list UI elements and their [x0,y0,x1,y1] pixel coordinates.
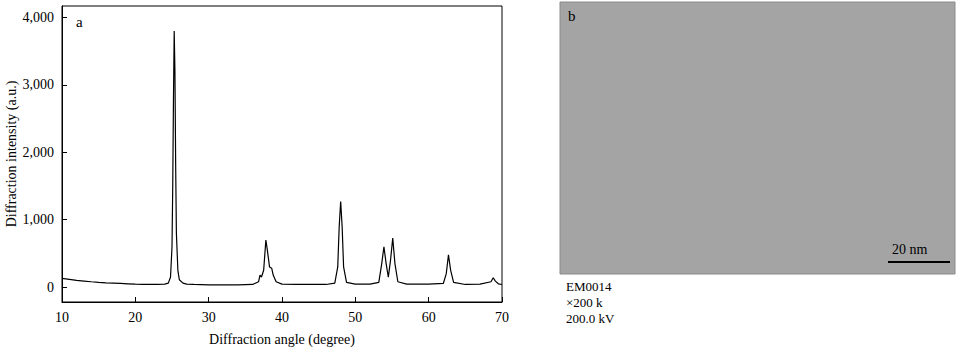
svg-text:4,000: 4,000 [23,10,55,25]
svg-text:3,000: 3,000 [23,77,55,92]
svg-text:b: b [568,8,576,24]
svg-text:Diffraction angle (degree): Diffraction angle (degree) [209,332,355,348]
svg-text:1,000: 1,000 [23,212,55,227]
svg-text:Diffraction intensity (a.u.): Diffraction intensity (a.u.) [4,80,20,227]
svg-text:0: 0 [47,280,54,295]
svg-text:×200 k: ×200 k [566,295,603,310]
svg-text:50: 50 [348,310,362,325]
svg-text:40: 40 [275,310,289,325]
svg-text:2,000: 2,000 [23,145,55,160]
svg-text:30: 30 [202,310,216,325]
svg-text:200.0 kV: 200.0 kV [566,311,615,326]
svg-text:a: a [76,14,83,30]
svg-text:20 nm: 20 nm [892,242,928,257]
svg-text:60: 60 [422,310,436,325]
svg-text:EM0014: EM0014 [566,279,612,294]
svg-text:10: 10 [55,310,69,325]
svg-text:70: 70 [495,310,509,325]
svg-text:20: 20 [128,310,142,325]
